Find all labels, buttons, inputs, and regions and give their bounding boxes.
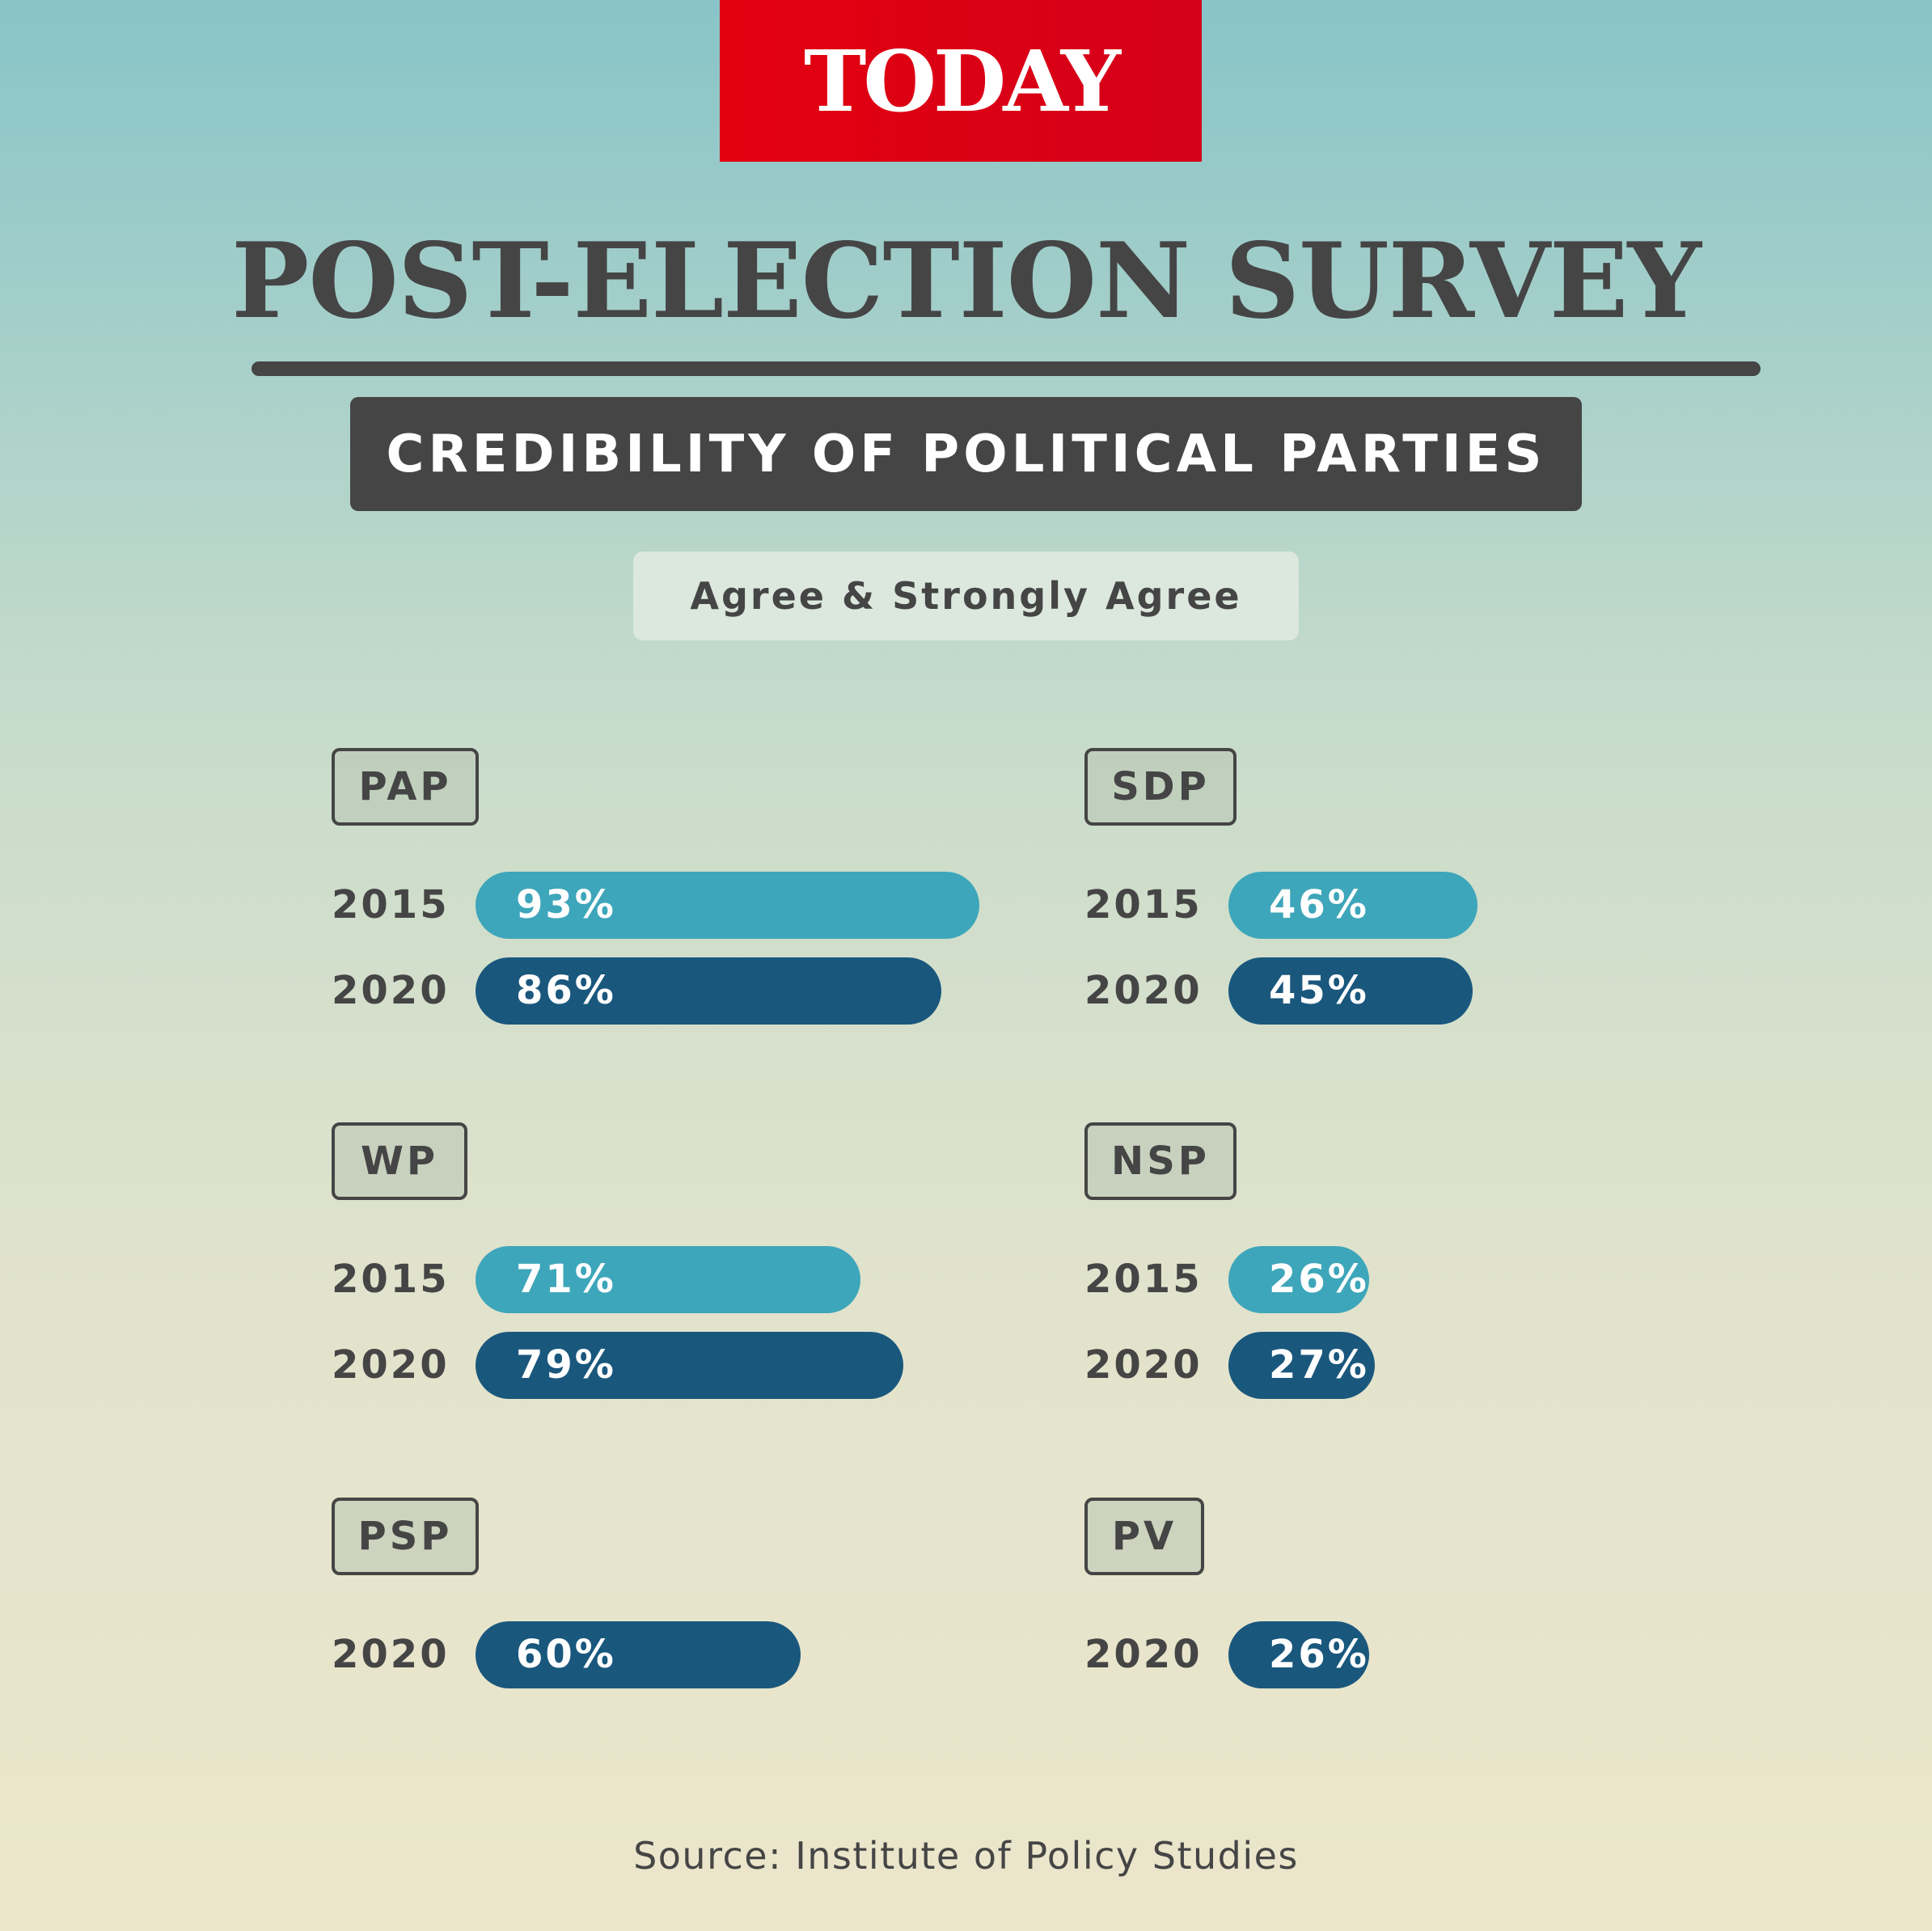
legend-label: Agree & Strongly Agree bbox=[633, 551, 1299, 640]
bar-wp-2015: 71% bbox=[476, 1246, 860, 1313]
year-label-psp-2020: 2020 bbox=[332, 1632, 450, 1677]
bar-nsp-2015: 26% bbox=[1228, 1246, 1369, 1313]
bar-value-label-sdp-2015: 46% bbox=[1269, 882, 1369, 927]
bar-sdp-2015: 46% bbox=[1228, 872, 1478, 939]
party-tag-nsp: NSP bbox=[1084, 1122, 1237, 1200]
bar-pap-2020: 86% bbox=[476, 957, 941, 1025]
year-label-sdp-2020: 2020 bbox=[1084, 968, 1203, 1013]
party-tag-pv: PV bbox=[1084, 1498, 1204, 1575]
year-label-nsp-2020: 2020 bbox=[1084, 1342, 1203, 1388]
bar-value-label-pap-2015: 93% bbox=[516, 882, 616, 927]
source-note: Source: Institute of Policy Studies bbox=[633, 1834, 1299, 1878]
bar-value-label-pv-2020: 26% bbox=[1269, 1632, 1369, 1677]
chart-subtitle-text: CREDIBILITY OF POLITICAL PARTIES bbox=[386, 424, 1546, 484]
bar-nsp-2020: 27% bbox=[1228, 1332, 1375, 1399]
bar-sdp-2020: 45% bbox=[1228, 957, 1473, 1025]
year-label-pap-2015: 2015 bbox=[332, 882, 450, 927]
year-label-sdp-2015: 2015 bbox=[1084, 882, 1203, 927]
bar-value-label-nsp-2015: 26% bbox=[1269, 1257, 1369, 1302]
bar-value-label-nsp-2020: 27% bbox=[1269, 1342, 1369, 1388]
party-tag-pap: PAP bbox=[332, 748, 479, 826]
title-divider bbox=[252, 361, 1761, 376]
bar-value-label-wp-2015: 71% bbox=[516, 1257, 616, 1302]
bar-pap-2015: 93% bbox=[476, 872, 979, 939]
today-logo: TODAY bbox=[720, 0, 1202, 162]
year-label-nsp-2015: 2015 bbox=[1084, 1257, 1203, 1302]
party-tag-psp: PSP bbox=[332, 1498, 479, 1575]
page-title: POST-ELECTION SURVEY bbox=[231, 221, 1702, 342]
year-label-wp-2020: 2020 bbox=[332, 1342, 450, 1388]
bar-value-label-sdp-2020: 45% bbox=[1269, 968, 1369, 1013]
bar-psp-2020: 60% bbox=[476, 1621, 801, 1688]
bar-value-label-wp-2020: 79% bbox=[516, 1342, 616, 1388]
bar-wp-2020: 79% bbox=[476, 1332, 903, 1399]
bar-value-label-psp-2020: 60% bbox=[516, 1632, 616, 1677]
bar-value-label-pap-2020: 86% bbox=[516, 968, 616, 1013]
party-tag-sdp: SDP bbox=[1084, 748, 1237, 826]
bar-pv-2020: 26% bbox=[1228, 1621, 1369, 1688]
year-label-wp-2015: 2015 bbox=[332, 1257, 450, 1302]
party-tag-wp: WP bbox=[332, 1122, 467, 1200]
legend-label-text: Agree & Strongly Agree bbox=[690, 574, 1242, 618]
chart-subtitle: CREDIBILITY OF POLITICAL PARTIES bbox=[350, 397, 1582, 511]
year-label-pap-2020: 2020 bbox=[332, 968, 450, 1013]
year-label-pv-2020: 2020 bbox=[1084, 1632, 1203, 1677]
